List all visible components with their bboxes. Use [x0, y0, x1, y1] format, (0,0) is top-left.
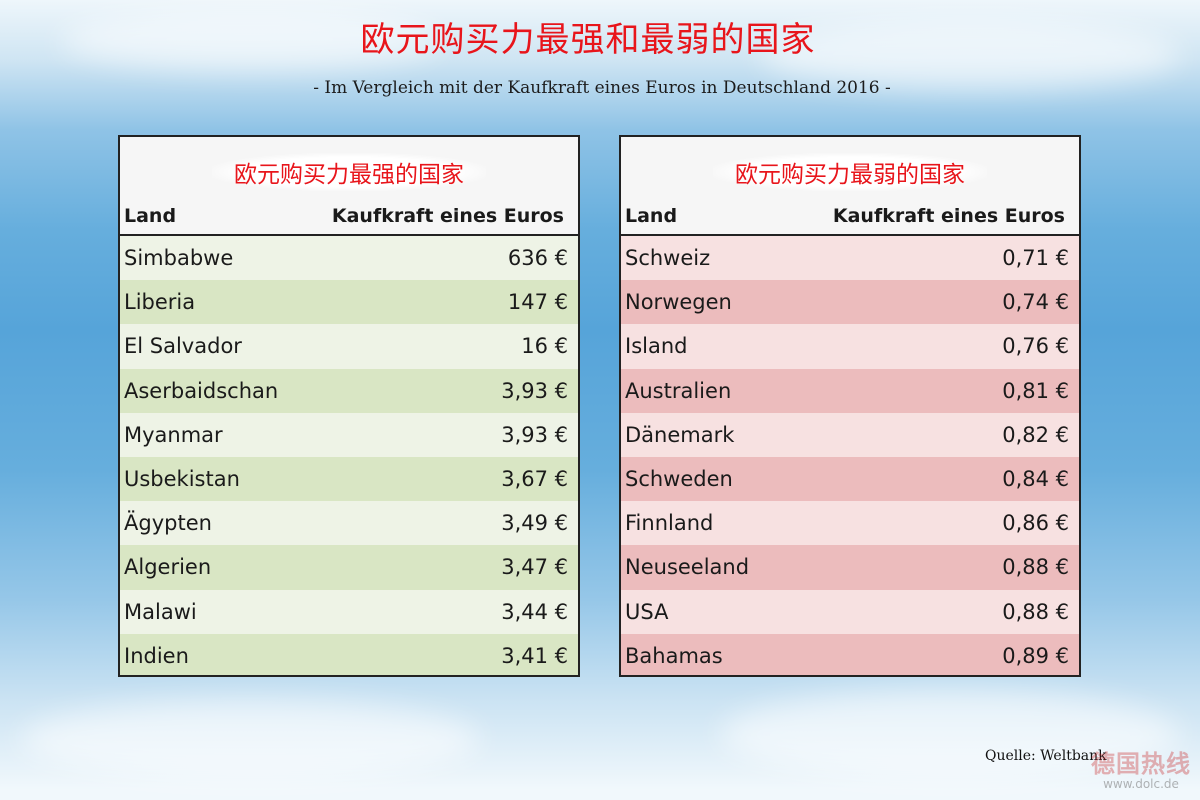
country-name: Schweden — [625, 467, 733, 492]
purchasing-power-value: 0,82 € — [1002, 422, 1069, 447]
purchasing-power-value: 3,47 € — [501, 555, 568, 580]
country-name: Australien — [625, 378, 732, 403]
purchasing-power-value: 0,88 € — [1002, 555, 1069, 580]
country-name: Bahamas — [625, 643, 723, 668]
table-row: Indien 3,41 € — [120, 633, 578, 675]
country-name: Myanmar — [124, 422, 223, 447]
background-cloud — [720, 690, 1180, 780]
table-row: Schweden 0,84 € — [621, 456, 1079, 502]
table-body: Schweiz 0,71 € Norwegen 0,74 € Island 0,76 … — [621, 236, 1079, 675]
watermark-url: www.dolc.de — [1103, 777, 1179, 791]
country-name: Norwegen — [625, 290, 732, 315]
table-row: Dänemark 0,82 € — [621, 412, 1079, 457]
country-name: Malawi — [124, 599, 197, 624]
country-name: Usbekistan — [124, 467, 240, 492]
table-row: Schweiz 0,71 € — [621, 236, 1079, 281]
table-row: Liberia 147 € — [120, 280, 578, 325]
purchasing-power-value: 0,86 € — [1002, 511, 1069, 536]
table-body: Simbabwe 636 € Liberia 147 € El Salvador 16… — [120, 236, 578, 675]
background-cloud — [760, 20, 1180, 90]
purchasing-power-value: 0,89 € — [1002, 643, 1069, 668]
table-header: 欧元购买力最弱的国家 Land Kaufkraft eines Euros — [621, 137, 1079, 236]
purchasing-power-value: 0,84 € — [1002, 467, 1069, 492]
table-row: Australien 0,81 € — [621, 368, 1079, 413]
watermark-logo: 德国热线 www.dolc.de — [1086, 744, 1196, 791]
country-name: Indien — [124, 643, 189, 668]
country-name: USA — [625, 599, 669, 624]
background-cloud — [20, 700, 480, 780]
purchasing-power-value: 3,49 € — [501, 511, 568, 536]
country-name: Island — [625, 334, 688, 359]
purchasing-power-value: 636 € — [507, 246, 568, 271]
source-note: Quelle: Weltbank — [985, 748, 1107, 764]
table-row: Myanmar 3,93 € — [120, 412, 578, 457]
table-row: El Salvador 16 € — [120, 324, 578, 369]
table-header: 欧元购买力最强的国家 Land Kaufkraft eines Euros — [120, 137, 578, 236]
purchasing-power-value: 3,93 € — [501, 422, 568, 447]
country-name: El Salvador — [124, 334, 242, 359]
purchasing-power-value: 0,71 € — [1002, 246, 1069, 271]
strongest-countries-table: 欧元购买力最强的国家 Land Kaufkraft eines Euros Si… — [118, 135, 580, 677]
purchasing-power-value: 147 € — [507, 290, 568, 315]
purchasing-power-value: 0,76 € — [1002, 334, 1069, 359]
country-name: Neuseeland — [625, 555, 750, 580]
table-row: Island 0,76 € — [621, 324, 1079, 369]
country-name: Liberia — [124, 290, 196, 315]
table-row: Neuseeland 0,88 € — [621, 545, 1079, 590]
table-title: 欧元购买力最弱的国家 — [713, 153, 987, 191]
purchasing-power-value: 16 € — [521, 334, 568, 359]
column-header-land: Land — [124, 205, 177, 227]
table-row: Bahamas 0,89 € — [621, 633, 1079, 675]
country-name: Schweiz — [625, 246, 711, 271]
column-header-purchasing-power: Kaufkraft eines Euros — [331, 205, 564, 227]
country-name: Finnland — [625, 511, 714, 536]
country-name: Ägypten — [124, 511, 212, 536]
purchasing-power-value: 0,88 € — [1002, 599, 1069, 624]
purchasing-power-value: 3,44 € — [501, 599, 568, 624]
country-name: Simbabwe — [124, 246, 234, 271]
table-row: Usbekistan 3,67 € — [120, 456, 578, 502]
table-row: Finnland 0,86 € — [621, 501, 1079, 546]
purchasing-power-value: 3,41 € — [501, 643, 568, 668]
table-row: Norwegen 0,74 € — [621, 280, 1079, 325]
page-title: 欧元购买力最强和最弱的国家 — [360, 20, 816, 60]
table-row: USA 0,88 € — [621, 589, 1079, 634]
purchasing-power-value: 3,67 € — [501, 467, 568, 492]
country-name: Aserbaidschan — [124, 378, 279, 403]
purchasing-power-value: 0,74 € — [1002, 290, 1069, 315]
table-row: Simbabwe 636 € — [120, 236, 578, 281]
purchasing-power-value: 3,93 € — [501, 378, 568, 403]
purchasing-power-value: 0,81 € — [1002, 378, 1069, 403]
table-row: Algerien 3,47 € — [120, 545, 578, 590]
table-row: Ägypten 3,49 € — [120, 501, 578, 546]
country-name: Dänemark — [625, 422, 735, 447]
table-title: 欧元购买力最强的国家 — [212, 153, 486, 191]
column-header-purchasing-power: Kaufkraft eines Euros — [832, 205, 1065, 227]
weakest-countries-table: 欧元购买力最弱的国家 Land Kaufkraft eines Euros Sc… — [619, 135, 1081, 677]
background-cloud — [60, 10, 440, 70]
watermark-text: 德国热线 — [1091, 750, 1191, 778]
country-name: Algerien — [124, 555, 212, 580]
page-subtitle: - Im Vergleich mit der Kaufkraft eines E… — [313, 78, 891, 98]
table-row: Malawi 3,44 € — [120, 589, 578, 634]
column-header-land: Land — [625, 205, 678, 227]
table-row: Aserbaidschan 3,93 € — [120, 368, 578, 413]
